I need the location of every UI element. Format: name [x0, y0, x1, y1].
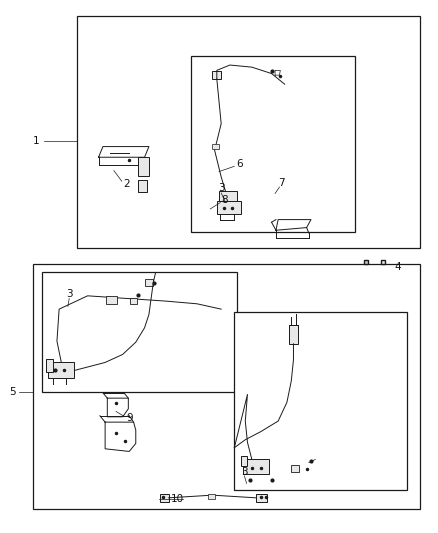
Bar — [42, 272, 237, 392]
Bar — [208, 494, 215, 499]
Text: 3: 3 — [66, 289, 73, 299]
Bar — [138, 180, 147, 192]
Text: 6: 6 — [237, 159, 244, 169]
Text: 8: 8 — [221, 195, 228, 205]
Bar — [138, 157, 149, 176]
Bar — [33, 264, 420, 509]
Bar — [106, 296, 117, 304]
Text: 10: 10 — [171, 495, 184, 504]
Bar — [243, 459, 269, 474]
Bar — [77, 16, 420, 248]
Bar — [145, 279, 153, 286]
Bar — [191, 56, 355, 232]
Text: 3: 3 — [241, 467, 248, 477]
Bar — [212, 71, 221, 79]
Bar — [160, 494, 169, 502]
Bar — [212, 144, 219, 149]
Bar — [289, 325, 298, 344]
Text: 2: 2 — [124, 179, 131, 189]
Bar — [219, 191, 237, 201]
Bar — [241, 456, 247, 466]
Bar — [234, 312, 407, 490]
Text: 4: 4 — [394, 262, 401, 271]
Bar — [291, 465, 299, 472]
Text: 3: 3 — [218, 183, 225, 193]
Text: 9: 9 — [126, 414, 133, 423]
Text: 1: 1 — [32, 136, 39, 146]
Bar — [256, 494, 267, 502]
Bar — [48, 362, 74, 378]
Bar — [46, 359, 53, 372]
Bar — [130, 298, 137, 304]
Text: 5: 5 — [9, 387, 16, 397]
Bar — [217, 201, 241, 214]
Text: 7: 7 — [278, 178, 285, 188]
